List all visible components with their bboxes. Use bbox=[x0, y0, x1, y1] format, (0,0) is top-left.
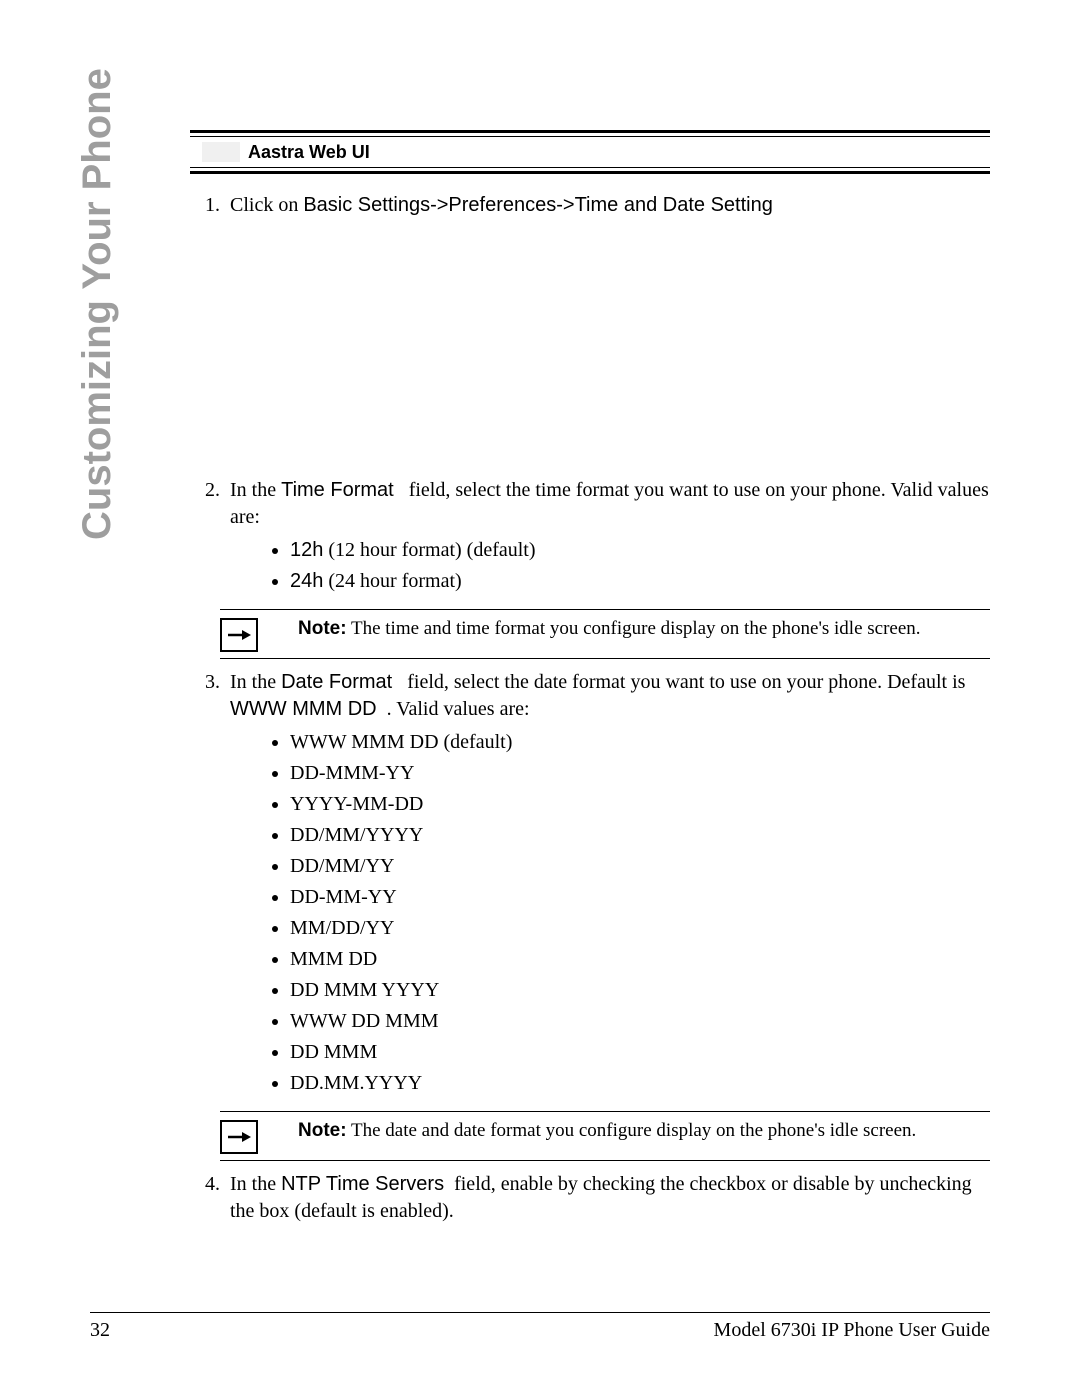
date-format-list: WWW MMM DD (default) DD-MMM-YY YYYY-MM-D… bbox=[230, 729, 990, 1097]
nav-path: Basic Settings->Preferences->Time and Da… bbox=[303, 194, 773, 216]
list-item: YYYY-MM-DD bbox=[290, 791, 990, 818]
arrow-right-icon bbox=[220, 1120, 258, 1154]
section-header-block: Aastra Web UI bbox=[190, 130, 990, 174]
text: . Valid values are: bbox=[377, 698, 530, 720]
step-number: 4. bbox=[190, 1171, 230, 1225]
web-ui-icon bbox=[202, 142, 240, 162]
step-4: 4. In the NTP Time Servers field, enable… bbox=[190, 1171, 990, 1225]
list-item: DD/MM/YY bbox=[290, 853, 990, 880]
code: 12h bbox=[290, 539, 323, 561]
rule bbox=[220, 1160, 990, 1161]
page-number: 32 bbox=[90, 1319, 110, 1342]
text: The date and date format you configure d… bbox=[347, 1120, 917, 1141]
list-item: DD-MMM-YY bbox=[290, 760, 990, 787]
step-3: 3. In the Date Format field, select the … bbox=[190, 669, 990, 1101]
rule bbox=[90, 1312, 990, 1313]
step-1: 1. Click on Basic Settings->Preferences-… bbox=[190, 192, 990, 219]
text: The time and time format you configure d… bbox=[347, 618, 921, 639]
note-row: Note: The date and date format you confi… bbox=[190, 1112, 990, 1160]
rule bbox=[190, 171, 990, 174]
note-text: Note: The time and time format you confi… bbox=[298, 616, 990, 642]
text: (12 hour format) (default) bbox=[323, 539, 535, 561]
field-name: NTP Time Servers bbox=[281, 1173, 444, 1195]
list-item: DD MMM YYYY bbox=[290, 977, 990, 1004]
step-body: Click on Basic Settings->Preferences->Ti… bbox=[230, 192, 990, 219]
list-item: 24h (24 hour format) bbox=[290, 568, 990, 595]
time-format-list: 12h (12 hour format) (default) 24h (24 h… bbox=[230, 537, 990, 595]
content-area: Aastra Web UI 1. Click on Basic Settings… bbox=[190, 130, 990, 1225]
default-value: WWW MMM DD bbox=[230, 698, 377, 720]
section-header: Aastra Web UI bbox=[190, 137, 990, 167]
step-body: In the Time Format field, select the tim… bbox=[230, 477, 990, 599]
text: In the bbox=[230, 671, 281, 693]
step-number: 3. bbox=[190, 669, 230, 1101]
text: (24 hour format) bbox=[323, 570, 461, 592]
page-footer: 32 Model 6730i IP Phone User Guide bbox=[90, 1312, 990, 1342]
field-name: Date Format bbox=[281, 671, 392, 693]
note-text: Note: The date and date format you confi… bbox=[298, 1118, 990, 1144]
text: In the bbox=[230, 479, 281, 501]
list-item: DD-MM-YY bbox=[290, 884, 990, 911]
footer-row: 32 Model 6730i IP Phone User Guide bbox=[90, 1319, 990, 1342]
text: field, select the date format you want t… bbox=[392, 671, 965, 693]
code: 24h bbox=[290, 570, 323, 592]
list-item: DD/MM/YYYY bbox=[290, 822, 990, 849]
note-label: Note: bbox=[298, 1120, 347, 1141]
step-2: 2. In the Time Format field, select the … bbox=[190, 477, 990, 599]
note-1: Note: The time and time format you confi… bbox=[190, 609, 990, 659]
step-body: In the NTP Time Servers field, enable by… bbox=[230, 1171, 990, 1225]
field-name: Time Format bbox=[281, 479, 394, 501]
list-item: WWW MMM DD (default) bbox=[290, 729, 990, 756]
page: Customizing Your Phone Aastra Web UI 1. … bbox=[0, 0, 1080, 1397]
step-number: 2. bbox=[190, 477, 230, 599]
text: In the bbox=[230, 1173, 281, 1195]
list-item: MMM DD bbox=[290, 946, 990, 973]
screenshot-placeholder bbox=[190, 219, 990, 459]
list-item: DD MMM bbox=[290, 1039, 990, 1066]
list-item: 12h (12 hour format) (default) bbox=[290, 537, 990, 564]
step-body: In the Date Format field, select the dat… bbox=[230, 669, 990, 1101]
text: Click on bbox=[230, 194, 303, 216]
arrow-right-icon bbox=[220, 618, 258, 652]
note-row: Note: The time and time format you confi… bbox=[190, 610, 990, 658]
guide-title: Model 6730i IP Phone User Guide bbox=[714, 1319, 990, 1342]
note-2: Note: The date and date format you confi… bbox=[190, 1111, 990, 1161]
step-number: 1. bbox=[190, 192, 230, 219]
sidebar-section-title: Customizing Your Phone bbox=[75, 68, 120, 540]
list-item: WWW DD MMM bbox=[290, 1008, 990, 1035]
list-item: MM/DD/YY bbox=[290, 915, 990, 942]
section-header-title: Aastra Web UI bbox=[248, 142, 370, 163]
list-item: DD.MM.YYYY bbox=[290, 1070, 990, 1097]
note-label: Note: bbox=[298, 618, 347, 639]
rule bbox=[220, 658, 990, 659]
